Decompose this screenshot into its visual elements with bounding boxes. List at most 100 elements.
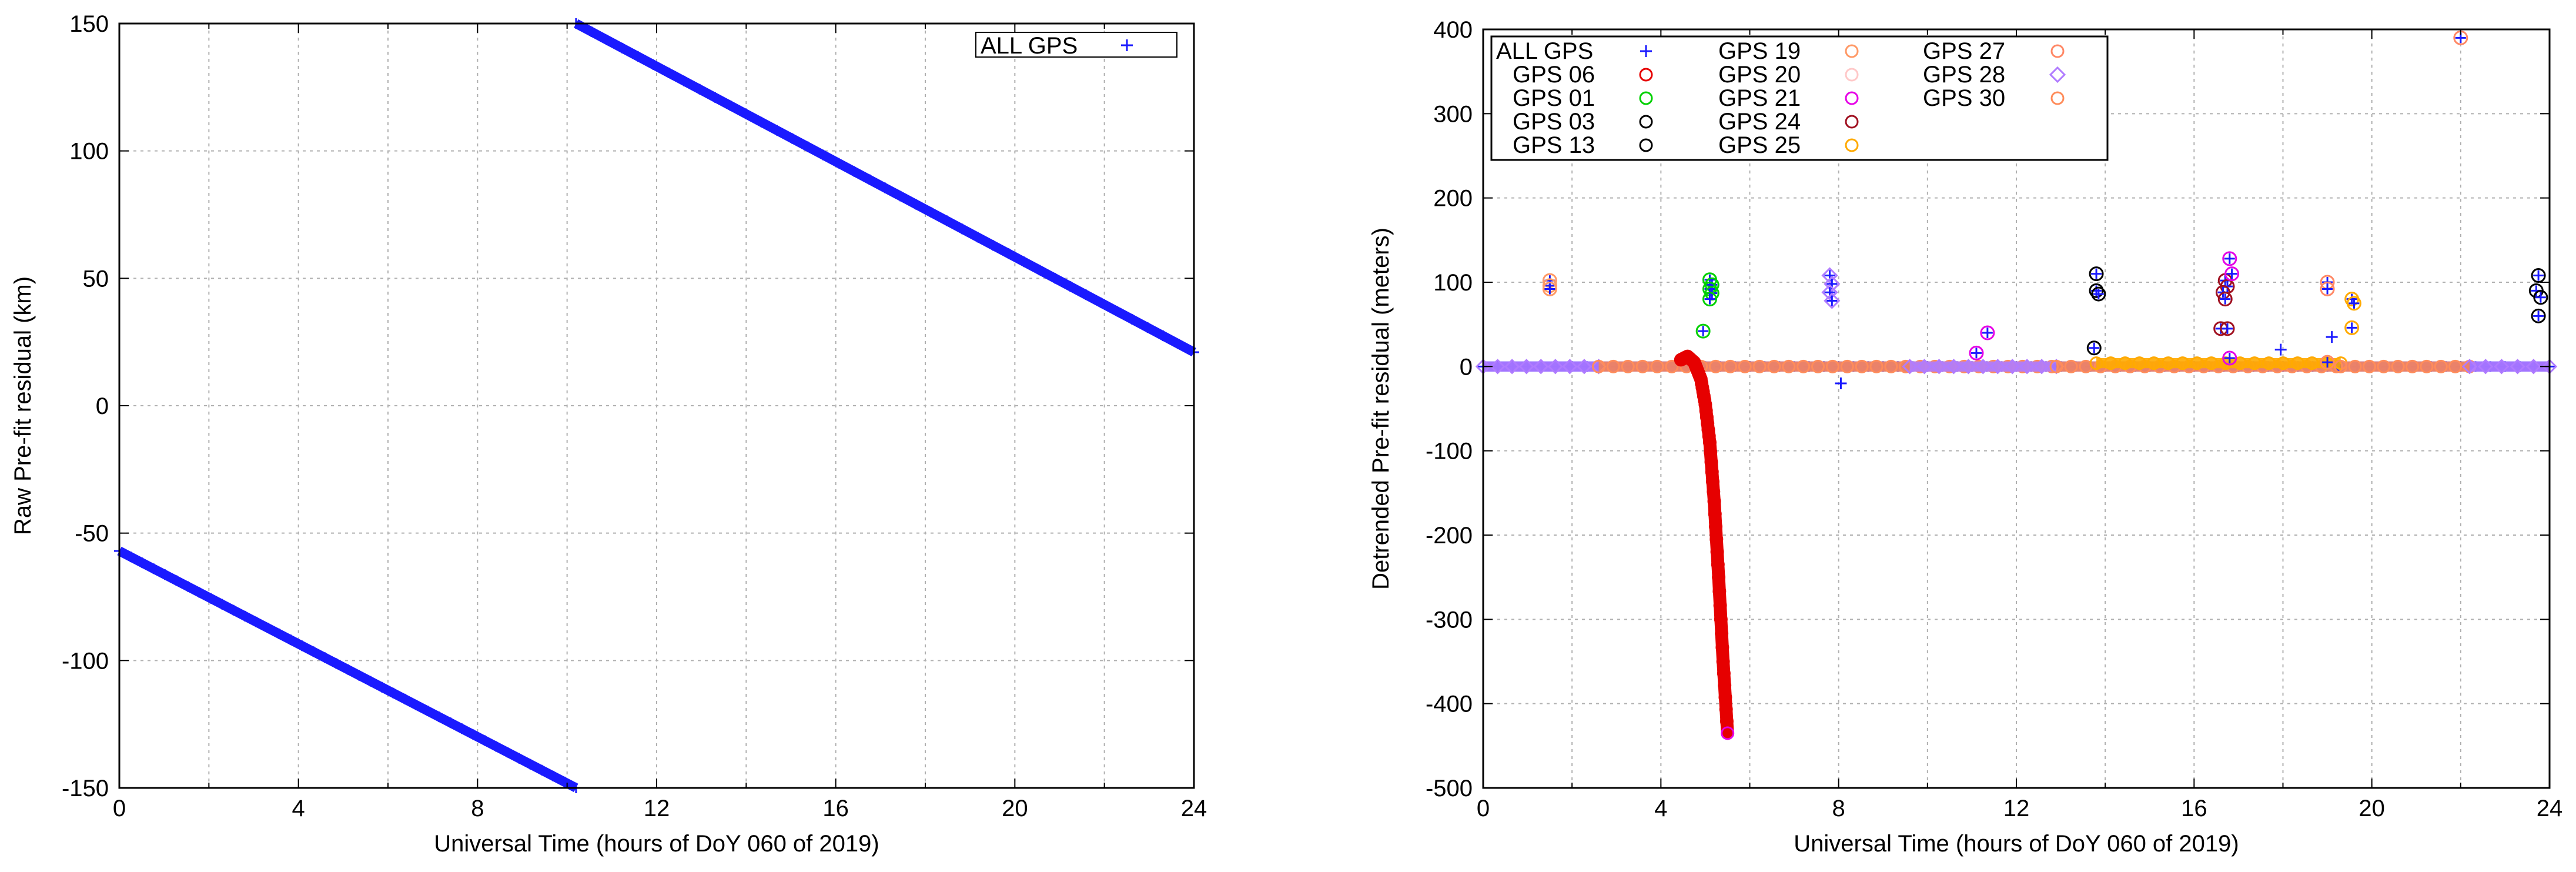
data-point-all-gps xyxy=(1173,339,1184,350)
x-tick-label: 20 xyxy=(2358,796,2385,821)
data-point-gps-06 xyxy=(1702,429,1716,443)
data-point-all-gps xyxy=(771,125,782,136)
legend-marker xyxy=(2050,91,2065,105)
data-point-all-gps xyxy=(148,563,159,574)
outlier-point xyxy=(1980,325,1995,340)
raw-residual-panel: 0 4 8 12 16 20 24 -150 -100 -50 0 50 100 150 Universal… xyxy=(10,11,1207,857)
detrended-residual-panel: 0 4 8 12 16 20 24 -500 -400 -300 -200 -100 0 100 200 30… xyxy=(1368,17,2562,857)
data-point-all-gps xyxy=(410,699,421,710)
outlier-point-cross xyxy=(2093,289,2104,300)
data-point xyxy=(1916,359,1932,375)
y-tick-label: -200 xyxy=(1426,523,1473,549)
legend-marker xyxy=(1845,68,1859,82)
data-point-all-gps xyxy=(331,658,342,669)
data-point xyxy=(1592,359,1606,373)
outlier-point xyxy=(2224,266,2240,282)
x-tick-label: 0 xyxy=(1477,796,1490,821)
outlier-point xyxy=(2217,292,2233,307)
data-point xyxy=(2494,359,2510,375)
data-point-all-gps xyxy=(513,753,524,764)
data-point xyxy=(1576,359,1593,375)
baseline-band xyxy=(2096,358,2341,369)
legend-label: GPS 03 xyxy=(1513,109,1595,135)
data-point xyxy=(1533,359,1549,375)
legend-marker xyxy=(1640,45,1652,57)
data-point-all-gps xyxy=(433,711,444,723)
legend-marker xyxy=(1639,91,1653,105)
data-point xyxy=(2064,359,2078,373)
y-tick-label: -150 xyxy=(62,776,109,801)
data-point xyxy=(2377,359,2391,373)
data-point xyxy=(1825,359,1839,373)
data-point-all-gps xyxy=(159,569,170,580)
legend-marker xyxy=(1845,44,1859,58)
x-tick-label: 24 xyxy=(1181,796,1207,821)
data-point-all-gps xyxy=(490,741,501,752)
data-point xyxy=(1811,359,1825,373)
y-tick-label: 200 xyxy=(1433,186,1473,212)
data-point xyxy=(1490,359,1506,375)
data-point xyxy=(1518,359,1534,375)
outlier-point xyxy=(2222,350,2237,366)
data-point-gps-06 xyxy=(1699,404,1713,418)
data-point-gps-06 xyxy=(1710,545,1724,559)
legend-label: GPS 20 xyxy=(1718,62,1801,88)
data-point-gps-06 xyxy=(1706,475,1720,489)
data-point-all-gps xyxy=(216,599,228,610)
data-point-all-gps xyxy=(601,34,613,45)
legend-marker xyxy=(1845,138,1859,152)
legend-marker-all-gps xyxy=(1121,39,1133,51)
outlier-point xyxy=(2320,281,2335,296)
outlier-point-cross xyxy=(1826,295,1838,306)
data-point xyxy=(1547,359,1563,375)
data-point-all-gps xyxy=(548,770,559,781)
series-trace-gps-06 xyxy=(1674,350,1734,740)
data-point xyxy=(2478,359,2494,375)
data-point xyxy=(1621,359,1635,373)
outlier-point xyxy=(1835,377,1847,389)
y-tick-label: -50 xyxy=(75,521,109,547)
data-point-all-gps xyxy=(1065,281,1076,292)
plot-data xyxy=(1475,30,2558,740)
data-point xyxy=(1990,359,2006,375)
data-point-all-gps xyxy=(972,232,983,243)
data-point-all-gps xyxy=(171,575,182,586)
data-point xyxy=(1504,359,1520,375)
data-point-all-gps xyxy=(678,75,690,86)
data-point xyxy=(2118,356,2132,370)
legend-marker xyxy=(2050,44,2065,58)
data-point xyxy=(1946,359,1962,375)
outlier-point xyxy=(1695,323,1711,339)
y-tick-label: -300 xyxy=(1426,607,1473,633)
data-point-all-gps xyxy=(182,581,193,592)
legend-label: GPS 27 xyxy=(1923,38,2005,64)
data-point xyxy=(2033,359,2050,375)
data-point-gps-06 xyxy=(1701,423,1715,437)
y-tick-label: 150 xyxy=(69,11,109,37)
data-point xyxy=(2049,359,2063,373)
data-point xyxy=(2261,356,2276,370)
data-point xyxy=(2525,359,2541,375)
data-point-all-gps xyxy=(399,693,410,704)
data-point-all-gps xyxy=(262,622,273,633)
y-tick-label: 0 xyxy=(96,393,109,419)
data-point-all-gps xyxy=(663,67,674,78)
data-point-all-gps xyxy=(342,664,353,675)
outlier-point-cross xyxy=(2222,323,2233,334)
data-point-gps-06 xyxy=(1705,465,1719,479)
data-point-gps-06 xyxy=(1712,584,1727,599)
y-tick-label: 100 xyxy=(69,139,109,165)
data-point xyxy=(2132,356,2146,370)
plot-data xyxy=(114,18,1199,793)
x-tick-label: 8 xyxy=(1832,796,1845,821)
outlier-point-cross xyxy=(2533,270,2544,281)
legend-label: GPS 28 xyxy=(1923,62,2005,88)
outlier-point xyxy=(2531,268,2546,283)
data-point-all-gps xyxy=(525,759,536,770)
outlier-point xyxy=(2086,340,2102,356)
legend-label: GPS 25 xyxy=(1718,132,1801,158)
y-tick-label: 50 xyxy=(83,266,109,292)
outlier-point xyxy=(2533,290,2548,305)
data-point-all-gps xyxy=(848,166,859,177)
outlier-point xyxy=(2531,308,2546,323)
